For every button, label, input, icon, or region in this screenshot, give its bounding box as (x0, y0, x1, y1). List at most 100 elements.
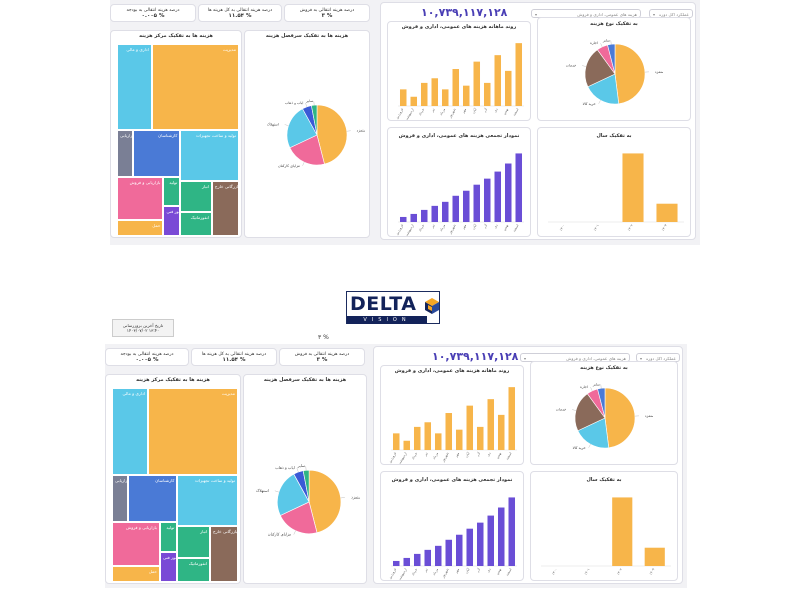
bar (494, 171, 502, 222)
tick-label: ۱۴۰۲ (616, 567, 623, 575)
bar (515, 153, 523, 222)
chevron-down-icon: ▾ (535, 12, 538, 17)
treemap-cell[interactable]: کارشناسان (128, 474, 178, 523)
right-dashboard: ▾ عملکرد اکل دوره ▾ هزینه های عمومی، ادا… (380, 2, 696, 240)
slice-label: حقوق و دستمزد (357, 129, 365, 133)
kpi-label: درصد هزینه انتقالی به بودجه (120, 352, 174, 357)
tick-label: آذر (475, 451, 482, 458)
pie-slice (577, 417, 610, 449)
treemap-cell[interactable]: کارشناسان (132, 129, 181, 177)
pie-slice (302, 469, 310, 502)
treemap-cell[interactable]: بازاریابی و فروش (117, 176, 164, 220)
treemap-cell[interactable]: تولید (163, 176, 181, 207)
total-value: ۱۰,۷۳۹,۱۱۷,۱۲۸ (421, 6, 508, 19)
treemap-cell[interactable]: بازاریابی و فروش (112, 522, 160, 566)
kpi-card: درصد هزینه انتقالی به کل هزینه ها ۱۱.۵۴ … (191, 348, 277, 366)
pie-chart-detail: حقوق و دستمزد مزایای کارکنان استهلاک ایاب و… (256, 463, 360, 536)
bar (476, 522, 484, 566)
tick-label: تیر (430, 223, 436, 229)
treemap-cell[interactable]: اداری و مالی (112, 388, 148, 475)
treemap-cell[interactable]: انفورماتیک (180, 212, 212, 236)
tick-label: آبان (471, 223, 478, 231)
treemap-cell[interactable]: مدیریت (148, 388, 238, 475)
type-pie-title: به تفکیک نوع هزینه (590, 21, 638, 27)
year-title: به تفکیک سال (596, 133, 632, 139)
treemap-cell-label: انفورماتیک (188, 561, 208, 567)
slice-label: خرید کالا (583, 102, 596, 106)
treemap-cell[interactable]: بازرگانی خارج (210, 526, 238, 582)
pie-chart-detail: حقوق و دستمزد مزایای کارکنان استهلاک ایاب و… (267, 99, 365, 168)
bar (445, 413, 453, 450)
tick-label: اردیبهشت (397, 451, 407, 464)
bar (515, 43, 523, 106)
bar (473, 184, 481, 222)
treemap-cell-label: بازاریابی و فروش (126, 525, 157, 531)
treemap-cell-label: تولید و ساخت تجهیزات (195, 132, 236, 138)
treemap-card: هزینه ها به تفکیک مرکز هزینه مدیریت اداری… (110, 30, 242, 238)
tick-label: خرداد (418, 108, 425, 117)
bar (431, 205, 439, 222)
tick-label: مرداد (439, 223, 446, 232)
bar (483, 178, 491, 222)
bar (445, 539, 453, 566)
total-value: ۱۰,۷۳۹,۱۱۷,۱۲۸ (432, 350, 519, 363)
treemap-cell[interactable]: فروش و بازاریابی (112, 474, 129, 523)
tick-label: آبان (471, 107, 478, 115)
treemap-cell[interactable]: انبار (177, 526, 211, 559)
tick-label: ۱۴۰۱ (584, 567, 591, 575)
bar (487, 515, 495, 566)
treemap-cell[interactable]: حمل (112, 565, 160, 582)
slice-label: اجاره (590, 41, 598, 45)
bar (441, 201, 449, 222)
kpi-value: ۱۱.۵۴ % (222, 357, 246, 363)
type-pie-card: به تفکیک نوع هزینه دستمزد خرید کالا خدمات ا… (530, 361, 678, 465)
treemap-cell[interactable]: تولید و ساخت تجهیزات (180, 129, 239, 181)
treemap-cell[interactable]: انبار (180, 180, 212, 213)
tick-label: مهر (461, 223, 468, 231)
treemap-cell[interactable]: مدیریت (151, 44, 239, 130)
pie-detail-card: هزینه ها به تفکیک سرفصل هزینه حقوق و دست… (243, 374, 367, 584)
bar (508, 387, 516, 450)
bar (399, 216, 407, 222)
bar (410, 213, 418, 222)
treemap-cell[interactable]: تولید و ساخت تجهیزات (177, 474, 238, 527)
logo-wordmark: DELTA (350, 293, 417, 315)
pie-slice (279, 501, 318, 535)
treemap-cell[interactable]: انفورماتیک (177, 558, 211, 582)
bar (403, 557, 411, 566)
bar (612, 497, 633, 566)
treemap-cell-label: حمل (152, 222, 161, 228)
tick-label: آبان (464, 567, 471, 575)
tick-label: آذر (482, 107, 489, 114)
tick-label: ۱۴۰۰ (559, 223, 566, 231)
pie-chart-type: دستمزد خرید کالا خدمات اجاره سایر (556, 382, 653, 450)
treemap-cell[interactable]: امور فنی (159, 552, 178, 582)
delta-vision-logo: DELTA VISION (346, 291, 440, 324)
tick-label: مرداد (439, 107, 446, 116)
tick-label: خرداد (411, 452, 418, 461)
bar (622, 153, 644, 222)
bar (466, 528, 474, 566)
tick-label: فروردین (388, 567, 398, 580)
tick-label: آذر (482, 223, 489, 230)
tick-label: ۱۴۰۱ (593, 223, 600, 231)
tick-label: اسفند (512, 223, 520, 232)
treemap: مدیریت اداری و مالی تولید و ساخت تجهیزات با… (117, 44, 239, 236)
tick-label: اردیبهشت (404, 107, 414, 120)
tick-label: ۱۴۰۰ (551, 567, 558, 575)
tick-label: اردیبهشت (397, 567, 407, 580)
treemap-cell[interactable]: امور فنی (163, 206, 181, 236)
tick-label: تیر (423, 567, 429, 573)
treemap-cell[interactable]: فروش و بازاریابی (117, 129, 133, 177)
treemap-cell-label: مدیریت (222, 47, 236, 52)
treemap-cell[interactable]: حمل (117, 219, 164, 236)
treemap-cell-label: انبار (202, 183, 209, 189)
treemap-cell[interactable]: بازرگانی خارج (211, 180, 239, 236)
chevron-down-icon: ▾ (653, 12, 656, 17)
treemap-cell[interactable]: اداری و مالی (117, 44, 152, 130)
tick-label: بهمن (495, 451, 502, 459)
treemap-cell[interactable]: تولید (159, 522, 178, 553)
slice-label: استهلاک (267, 121, 279, 126)
treemap-title: هزینه ها به تفکیک مرکز هزینه (139, 33, 213, 39)
treemap-cell-label: مدیریت (221, 391, 235, 396)
